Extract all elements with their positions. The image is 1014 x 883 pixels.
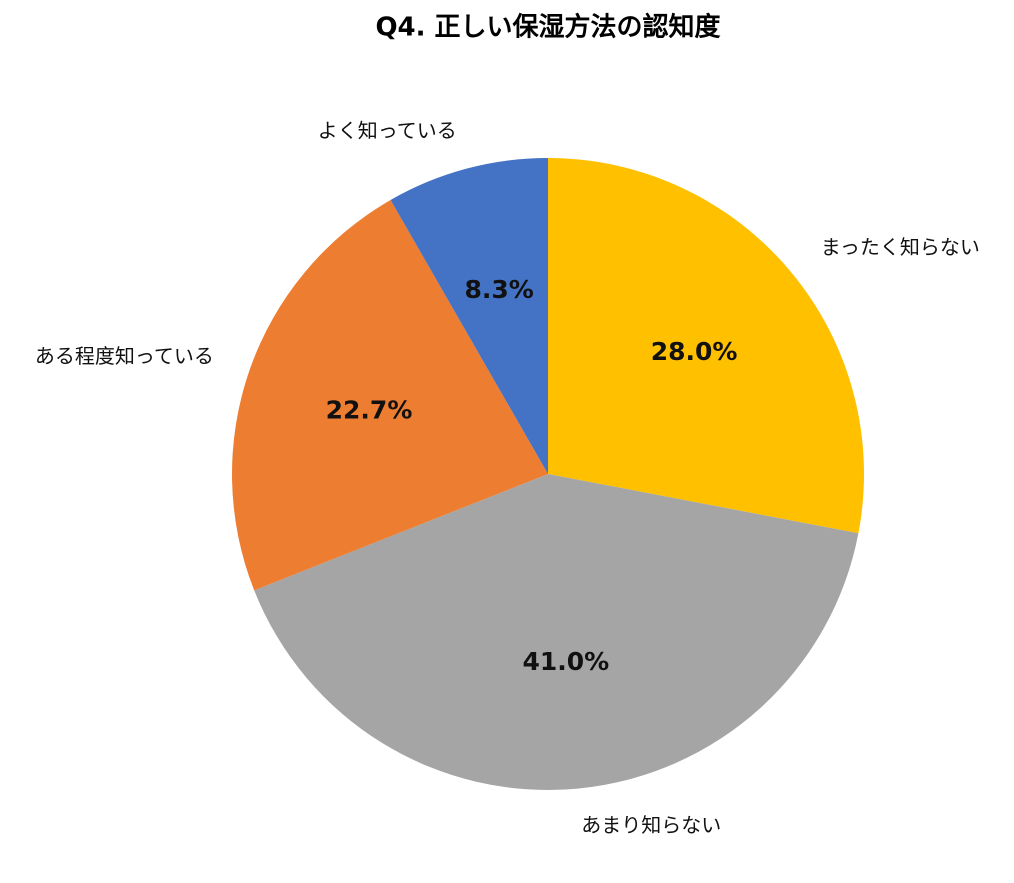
data-label: 8.3% [464,275,533,304]
data-label: 22.7% [326,395,413,424]
category-label: あまり知らない [581,813,721,837]
category-label: まったく知らない [821,235,980,259]
pie-slice [254,474,859,791]
category-label: ある程度知っている [35,344,214,368]
chart-title: Q4. 正しい保湿方法の認知度 [375,12,720,43]
pie-slice [390,158,548,474]
pie-slice [232,200,549,591]
data-label: 28.0% [651,337,738,366]
category-label: よく知っている [318,119,457,143]
pie-slice [548,158,865,534]
data-label: 41.0% [522,647,609,676]
